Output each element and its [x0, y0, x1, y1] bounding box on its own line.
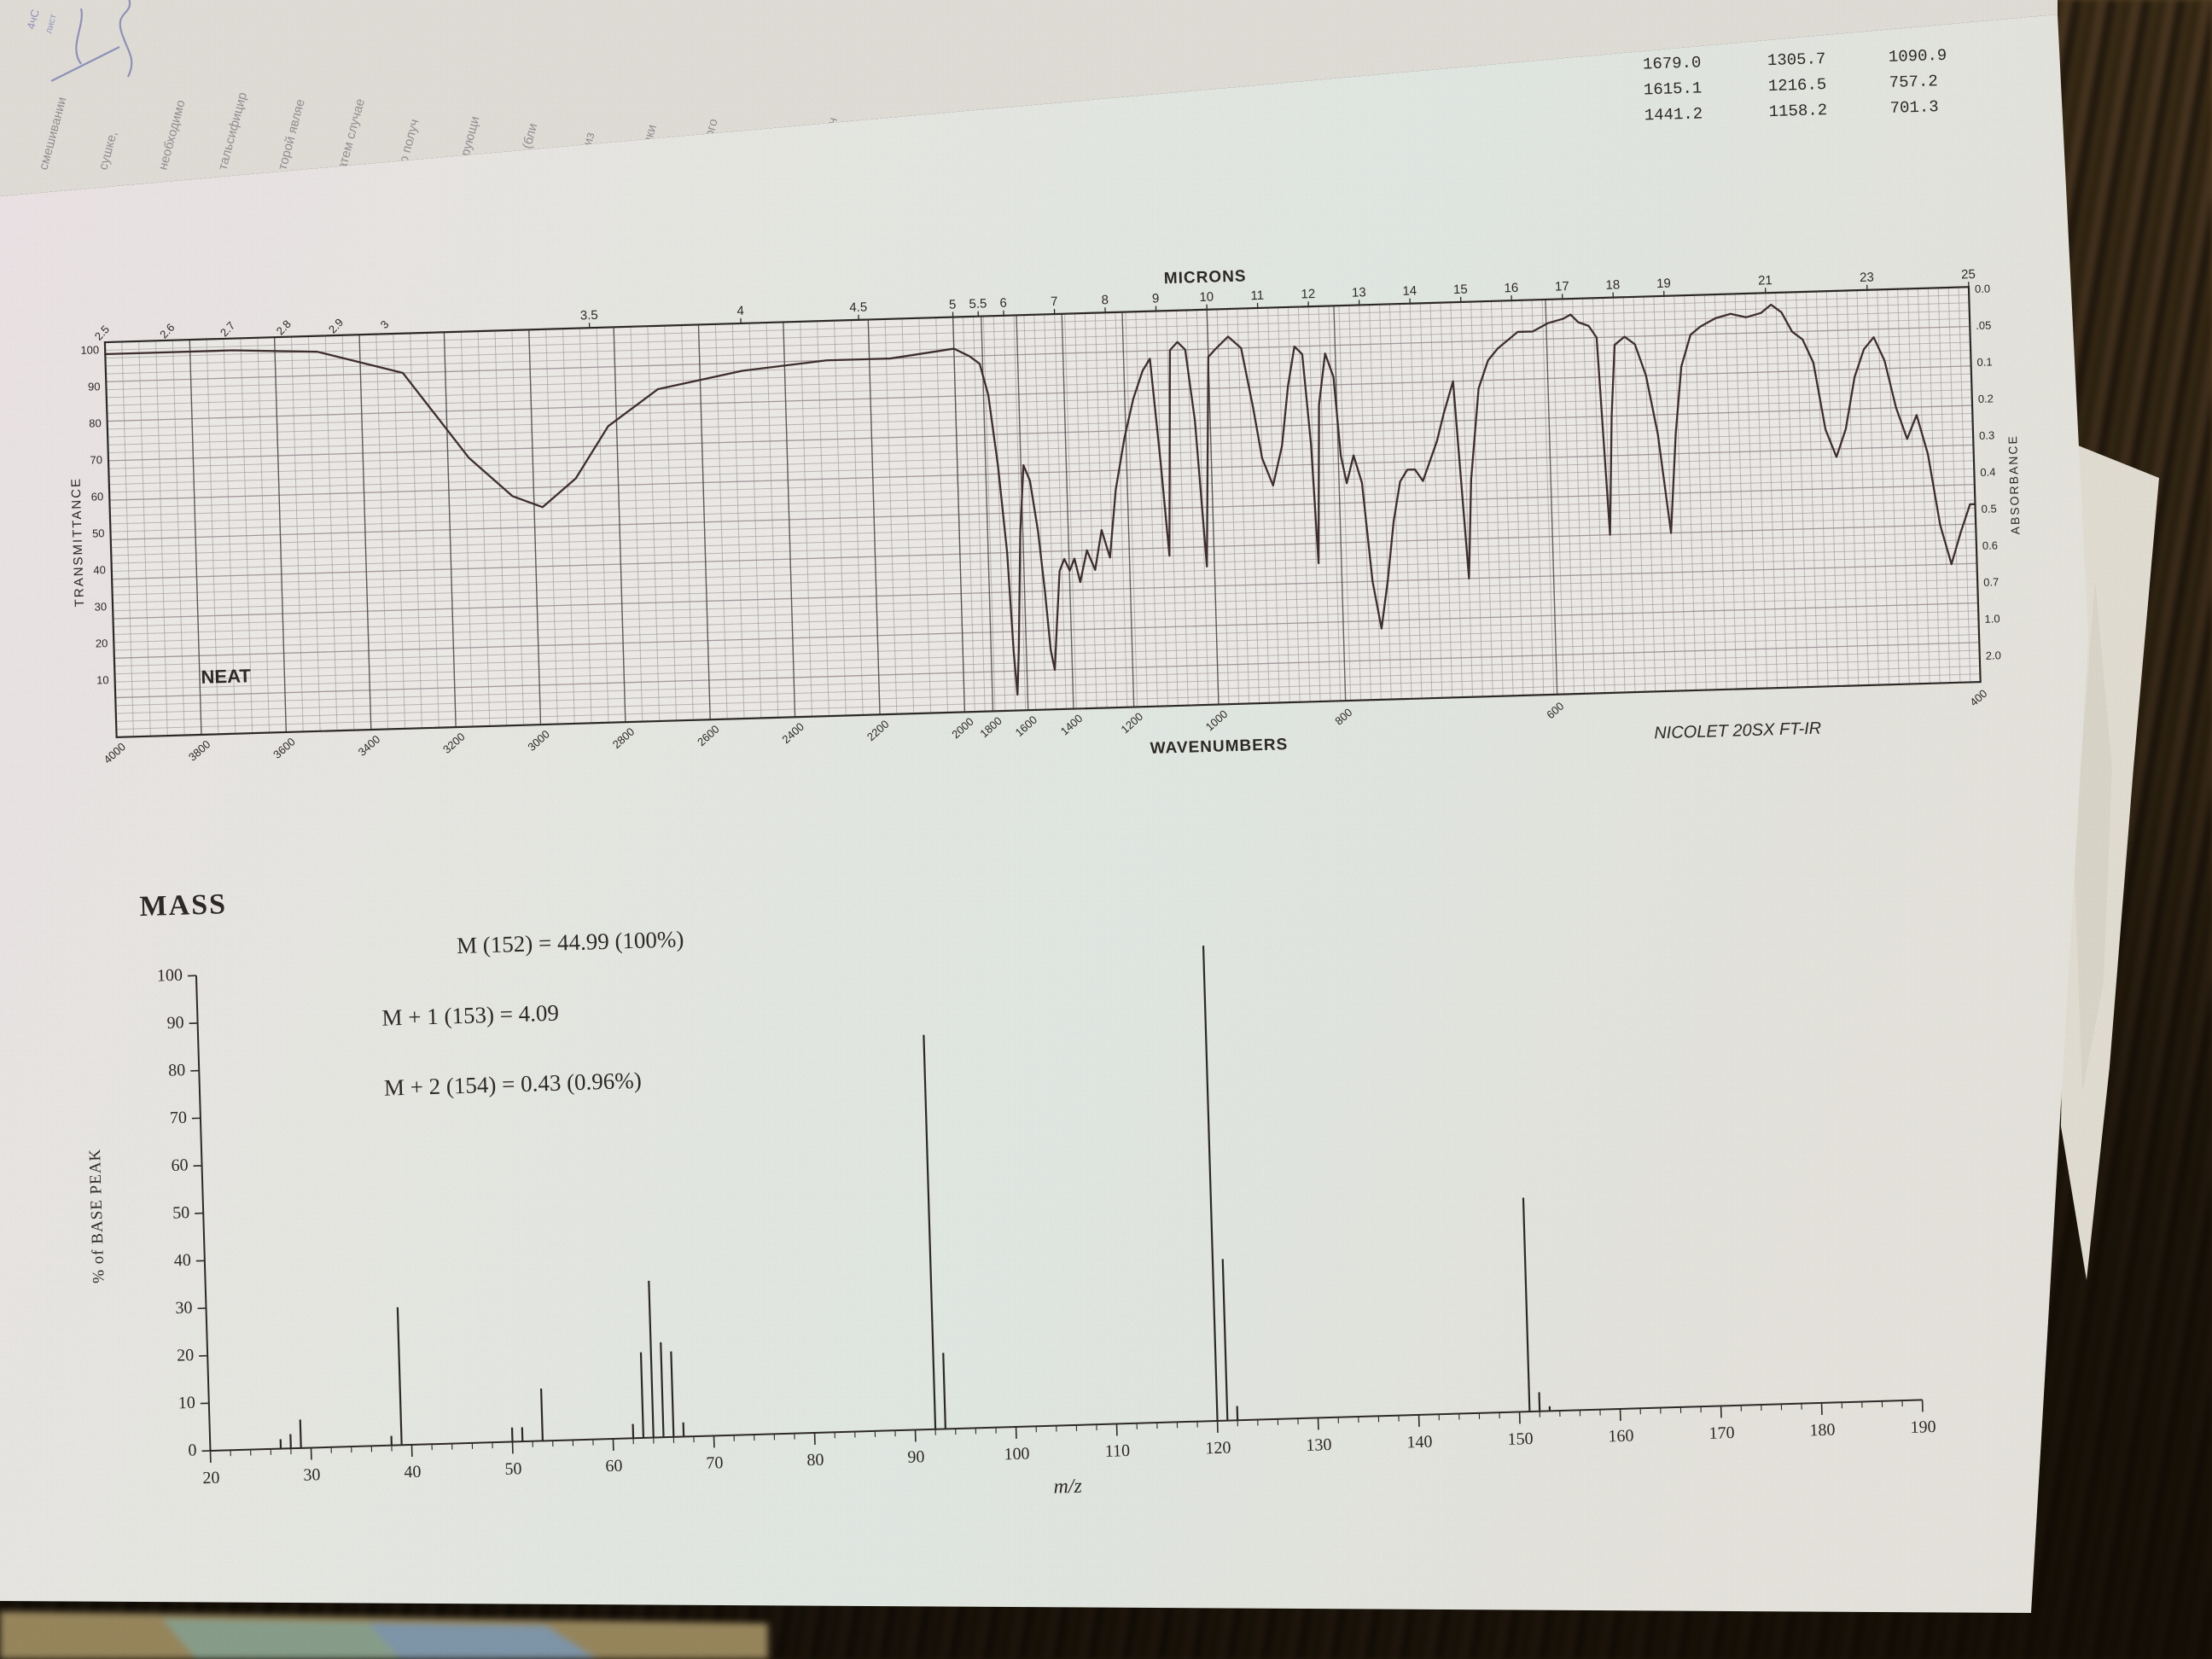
svg-text:80: 80	[168, 1061, 186, 1080]
svg-text:M (152) = 44.99 (100%): M (152) = 44.99 (100%)	[457, 926, 684, 958]
svg-text:m/z: m/z	[1053, 1476, 1083, 1499]
svg-text:170: 170	[1708, 1423, 1735, 1443]
svg-text:90: 90	[907, 1447, 925, 1467]
svg-text:40: 40	[404, 1463, 422, 1482]
svg-text:100: 100	[157, 966, 183, 986]
svg-text:100: 100	[1004, 1444, 1030, 1464]
svg-text:MASS: MASS	[139, 888, 228, 923]
svg-text:M + 2 (154) = 0.43 (0.96%): M + 2 (154) = 0.43 (0.96%)	[384, 1068, 643, 1101]
svg-text:130: 130	[1306, 1435, 1332, 1455]
svg-text:90: 90	[166, 1013, 184, 1033]
svg-text:80: 80	[806, 1451, 824, 1470]
svg-text:60: 60	[605, 1457, 623, 1476]
svg-text:110: 110	[1105, 1441, 1131, 1461]
svg-text:50: 50	[172, 1203, 190, 1223]
svg-text:20: 20	[202, 1469, 220, 1488]
svg-text:30: 30	[175, 1298, 193, 1318]
svg-text:30: 30	[303, 1465, 321, 1485]
svg-text:180: 180	[1809, 1420, 1836, 1440]
svg-text:50: 50	[504, 1459, 522, 1479]
svg-text:% of BASE PEAK: % of BASE PEAK	[86, 1148, 108, 1284]
svg-text:120: 120	[1205, 1438, 1231, 1458]
svg-text:60: 60	[171, 1155, 189, 1175]
svg-text:140: 140	[1406, 1432, 1433, 1452]
svg-text:20: 20	[177, 1346, 195, 1365]
svg-text:10: 10	[178, 1394, 195, 1413]
svg-text:40: 40	[174, 1251, 192, 1271]
svg-text:M + 1 (153) = 4.09: M + 1 (153) = 4.09	[381, 1000, 559, 1031]
svg-text:160: 160	[1608, 1426, 1634, 1446]
svg-text:70: 70	[706, 1453, 724, 1473]
svg-text:0: 0	[188, 1441, 197, 1459]
svg-text:70: 70	[170, 1109, 188, 1128]
svg-text:150: 150	[1507, 1429, 1534, 1449]
svg-text:190: 190	[1910, 1417, 1936, 1437]
